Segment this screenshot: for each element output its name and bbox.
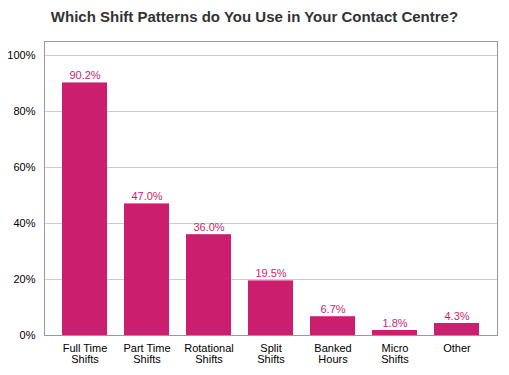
svg-text:80%: 80%: [13, 105, 35, 117]
svg-text:MicroShifts: MicroShifts: [381, 342, 409, 365]
svg-text:0%: 0%: [20, 329, 36, 341]
svg-text:Part TimeShifts: Part TimeShifts: [123, 342, 170, 365]
svg-text:4.3%: 4.3%: [444, 310, 469, 322]
svg-text:1.8%: 1.8%: [382, 317, 407, 329]
svg-text:19.5%: 19.5%: [255, 267, 286, 279]
svg-text:Full TimeShifts: Full TimeShifts: [63, 342, 108, 365]
svg-text:47.0%: 47.0%: [131, 190, 162, 202]
html-text:Which Shift Patterns do You Us: Which Shift Patterns do You Use in Your …: [50, 8, 459, 25]
svg-text:6.7%: 6.7%: [320, 303, 345, 315]
svg-text:90.2%: 90.2%: [69, 69, 100, 81]
svg-text:36.0%: 36.0%: [193, 221, 224, 233]
svg-text:RotationalShifts: RotationalShifts: [184, 342, 234, 365]
svg-text:SplitShifts: SplitShifts: [257, 342, 285, 365]
svg-text:Other: Other: [443, 342, 471, 354]
svg-text:20%: 20%: [13, 273, 35, 285]
svg-text:60%: 60%: [13, 161, 35, 173]
svg-text:100%: 100%: [7, 49, 35, 61]
svg-text:40%: 40%: [13, 217, 35, 229]
svg-text:BankedHours: BankedHours: [314, 342, 351, 365]
